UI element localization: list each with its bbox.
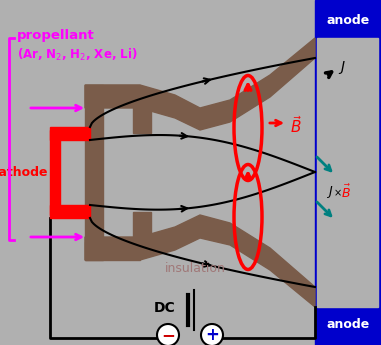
Bar xyxy=(50,205,90,218)
Text: propellant: propellant xyxy=(17,29,95,41)
Text: +: + xyxy=(205,326,219,344)
Text: $J$: $J$ xyxy=(326,184,333,200)
Text: insulation: insulation xyxy=(165,262,226,275)
Bar xyxy=(133,103,151,133)
Text: (Ar, N$_2$, H$_2$, Xe, Li): (Ar, N$_2$, H$_2$, Xe, Li) xyxy=(17,47,138,63)
Text: DC: DC xyxy=(154,301,176,315)
Bar xyxy=(85,85,103,260)
Circle shape xyxy=(201,324,223,345)
Text: −: − xyxy=(161,326,175,344)
Text: anode: anode xyxy=(327,13,370,27)
Bar xyxy=(50,127,90,140)
Bar xyxy=(85,85,140,103)
Bar xyxy=(85,242,140,260)
Text: $\vec{B}$: $\vec{B}$ xyxy=(341,183,351,201)
Bar xyxy=(133,212,151,242)
Polygon shape xyxy=(85,38,315,130)
Text: cathode: cathode xyxy=(0,166,48,178)
Bar xyxy=(315,0,381,345)
Text: $\times$: $\times$ xyxy=(333,188,342,198)
Text: $\vec{B}$: $\vec{B}$ xyxy=(290,116,303,137)
Text: anode: anode xyxy=(327,318,370,332)
Circle shape xyxy=(157,324,179,345)
Text: $J$: $J$ xyxy=(338,59,346,77)
Bar xyxy=(50,130,60,215)
Polygon shape xyxy=(85,215,315,307)
Bar xyxy=(317,38,378,307)
